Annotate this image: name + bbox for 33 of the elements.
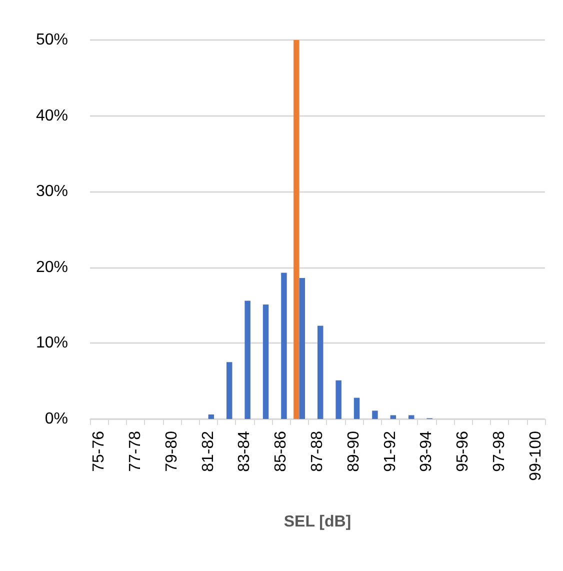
bar (354, 398, 360, 419)
bar (208, 414, 214, 419)
bar (408, 415, 414, 419)
x-tick-label: 99-100 (527, 430, 544, 481)
bar (372, 410, 378, 419)
x-tick-label: 83-84 (236, 430, 254, 472)
bar (318, 326, 324, 419)
y-tick-label: 0% (44, 410, 68, 428)
x-tick-label: 93-94 (418, 430, 436, 472)
y-tick-label: 20% (36, 258, 68, 276)
y-tick-label: 40% (36, 107, 68, 124)
bar (262, 304, 269, 419)
x-tick-label: 91-92 (382, 430, 399, 472)
x-tick-label: 89-90 (345, 430, 362, 472)
x-tick-label: 85-86 (272, 430, 290, 472)
bar (336, 380, 342, 419)
bar (299, 278, 306, 419)
x-tick-label: 97-98 (491, 430, 508, 472)
x-tick-label: 77-78 (127, 430, 144, 472)
x-axis-title: SEL [dB] (284, 514, 352, 530)
x-tick-label: 81-82 (200, 430, 217, 472)
x-tick-label: 95-96 (454, 430, 472, 472)
x-tick-label: 75-76 (90, 430, 108, 472)
y-tick-label: 30% (36, 183, 68, 200)
bar (390, 415, 396, 419)
x-tick-label: 87-88 (309, 430, 326, 472)
bar (281, 272, 287, 419)
y-tick-label: 10% (36, 334, 68, 352)
bar (294, 40, 300, 419)
x-tick-label: 79-80 (163, 430, 180, 472)
y-tick-label: 50% (36, 32, 68, 48)
bar (226, 362, 232, 419)
bar (244, 300, 250, 419)
